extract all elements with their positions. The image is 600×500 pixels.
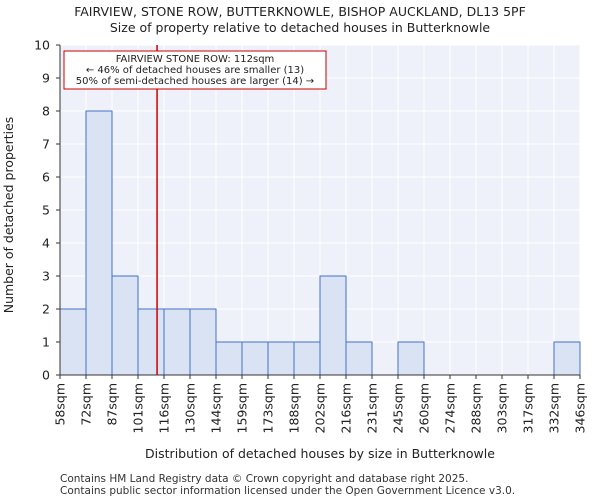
x-tick-label: 202sqm [313,383,328,433]
chart-title: FAIRVIEW, STONE ROW, BUTTERKNOWLE, BISHO… [74,4,526,19]
y-tick-label: 4 [42,236,50,251]
y-tick-label: 8 [42,104,50,119]
y-tick-label: 2 [42,302,50,317]
x-tick-label: 72sqm [79,383,94,426]
chart-subtitle: Size of property relative to detached ho… [109,20,491,35]
x-tick-label: 303sqm [495,383,510,433]
bar [111,275,139,376]
x-tick-label: 317sqm [521,383,536,433]
x-tick-label: 101sqm [131,383,146,433]
x-tick-label: 188sqm [287,383,302,433]
annotation-line: ← 46% of detached houses are smaller (13… [86,65,304,76]
x-tick-label: 173sqm [261,383,276,433]
y-tick-label: 10 [34,38,50,53]
bar [345,341,373,376]
x-tick-label: 87sqm [105,383,120,426]
x-axis-label: Distribution of detached houses by size … [145,446,495,461]
x-tick-label: 332sqm [547,383,562,433]
bar [85,110,113,376]
x-tick-label: 288sqm [469,383,484,433]
x-tick-label: 245sqm [391,383,406,433]
y-axis-label: Number of detached properties [1,117,16,314]
x-tick-label: 260sqm [417,383,432,433]
bar [267,341,295,376]
annotation-line: 50% of semi-detached houses are larger (… [76,76,314,87]
x-tick-label: 144sqm [209,383,224,433]
bar [59,308,87,376]
x-tick-label: 159sqm [235,383,250,433]
y-tick-label: 7 [42,137,50,152]
bar [397,341,425,376]
x-tick-label: 216sqm [339,383,354,433]
bar [553,341,581,376]
bar [293,341,321,376]
x-tick-label: 58sqm [53,383,68,426]
x-tick-label: 274sqm [443,383,458,433]
x-tick-label: 116sqm [157,383,172,433]
annotation-line: FAIRVIEW STONE ROW: 112sqm [116,54,275,65]
footer-copyright: Contains HM Land Registry data © Crown c… [60,473,469,485]
y-tick-label: 6 [42,170,50,185]
y-tick-label: 9 [42,71,50,86]
x-tick-label: 346sqm [573,383,588,433]
bar [215,341,243,376]
x-tick-label: 231sqm [365,383,380,433]
y-tick-label: 1 [42,335,50,350]
bar [137,308,165,376]
bar [163,308,191,376]
footer-licence: Contains public sector information licen… [60,485,516,497]
bar [189,308,217,376]
annotation-box [63,50,327,90]
y-tick-label: 3 [42,269,50,284]
y-tick-label: 5 [42,203,50,218]
y-tick-label: 0 [42,368,50,383]
bar [241,341,269,376]
x-tick-label: 130sqm [183,383,198,433]
bar [319,275,347,376]
